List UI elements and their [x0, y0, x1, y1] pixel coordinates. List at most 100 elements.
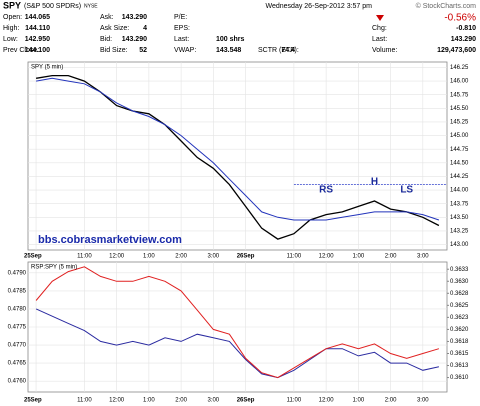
x-tick-label: 25Sep [24, 398, 42, 404]
change-pct: -0.56% [444, 13, 476, 24]
quote-label: High: [3, 25, 19, 32]
y-tick-label: 0.4790 [8, 270, 27, 276]
x-tick-label: 3:00 [207, 398, 219, 404]
y2-tick-label: 0.3623 [450, 315, 469, 321]
price-frame [27, 61, 448, 251]
x-tick-label: 2:00 [175, 254, 187, 260]
series-line [35, 266, 440, 379]
x-tick-label: 1:00 [143, 254, 155, 260]
quote-value: 144.100 [25, 47, 50, 54]
quote-value: 142.950 [25, 36, 50, 43]
x-tick-label: 1:00 [353, 398, 365, 404]
watermark: bbs.cobrasmarketview.com [38, 234, 182, 246]
y-tick-label: 0.4765 [8, 361, 27, 367]
quote-value: 144.065 [25, 14, 50, 21]
x-tick-label: 12:00 [109, 254, 125, 260]
symbol: SPY [3, 0, 21, 10]
y2-tick-label: 0.3620 [450, 327, 469, 333]
quote-label: Prev Close: [3, 47, 39, 54]
y-tick-label: 0.4770 [8, 343, 27, 349]
x-tick-label: 11:00 [77, 398, 92, 404]
down-arrow [376, 15, 384, 21]
x-tick-label: 12:00 [109, 398, 125, 404]
quote-label: Open: [3, 14, 22, 21]
y-tick-label: 145.00 [450, 133, 469, 139]
quote-label: Bid: [100, 36, 112, 43]
quote-value: 143.290 [122, 36, 147, 43]
quote-label: SCTR (ETF): [258, 47, 299, 54]
y-tick-label: 145.50 [450, 106, 469, 112]
x-tick-label: 25Sep [24, 254, 42, 260]
quote-label: VWAP: [174, 47, 196, 54]
y-tick-label: 143.50 [450, 215, 469, 221]
x-tick-label: 1:00 [353, 254, 365, 260]
y-tick-label: 144.25 [450, 174, 469, 180]
quote-label: Chg: [372, 25, 387, 32]
panel-legend: RSP:SPY (5 min) [31, 265, 77, 271]
panel-legend: SPY (5 min) [31, 65, 63, 71]
y2-tick-label: 0.3628 [450, 291, 469, 297]
datetime: Wednesday 26-Sep-2012 3:57 pm [266, 3, 373, 10]
quote-label: Last: [372, 36, 387, 43]
quote-label: EPS: [174, 25, 190, 32]
y2-tick-label: 0.3633 [450, 267, 469, 273]
y2-tick-label: 0.3618 [450, 339, 469, 345]
y-tick-label: 0.4760 [8, 379, 27, 385]
quote-value: 100 shrs [216, 36, 245, 43]
quote-label: Ask: [100, 14, 114, 21]
y-tick-label: 143.00 [450, 242, 469, 248]
y-tick-label: 146.25 [450, 65, 469, 71]
quote-value: 74.4 [281, 47, 295, 54]
y2-tick-label: 0.3630 [450, 279, 469, 285]
x-tick-label: 2:00 [175, 398, 187, 404]
quote-label: Low: [3, 36, 18, 43]
source: © StockCharts.com [416, 2, 477, 10]
annotation: RS [319, 185, 333, 196]
annotation: LS [400, 185, 413, 196]
quote-label: Ask Size: [100, 25, 129, 32]
y-tick-label: 146.00 [450, 79, 469, 85]
quote-label: Bid Size: [100, 47, 128, 54]
quote-value: 143.548 [216, 47, 241, 54]
x-tick-label: 3:00 [207, 254, 219, 260]
exchange: NYSE [84, 3, 98, 9]
x-tick-label: 3:00 [417, 254, 429, 260]
y-tick-label: 145.25 [450, 120, 469, 126]
y-tick-label: 0.4775 [8, 325, 27, 331]
y-tick-label: 144.50 [450, 160, 469, 166]
y-tick-label: 0.4780 [8, 307, 27, 313]
quote-label: Volume: [372, 47, 397, 54]
quote-value: 52 [139, 47, 147, 54]
quote-value: 4 [143, 25, 147, 32]
quote-value: 129,473,600 [437, 47, 476, 54]
quote-value: -0.810 [456, 25, 476, 32]
y-tick-label: 144.00 [450, 188, 469, 194]
x-tick-label: 26Sep [237, 398, 255, 404]
x-tick-label: 12:00 [319, 398, 335, 404]
x-tick-label: 2:00 [385, 254, 397, 260]
quote-label: P/E: [174, 14, 187, 21]
x-tick-label: 11:00 [287, 398, 302, 404]
symbol-name: (S&P 500 SPDRs) [24, 3, 81, 10]
y2-tick-label: 0.3613 [450, 363, 469, 369]
y-tick-label: 143.25 [450, 229, 469, 235]
quote-value: 143.290 [122, 14, 147, 21]
series-line [36, 77, 440, 221]
y2-tick-label: 0.3615 [450, 351, 469, 357]
y-tick-label: 144.75 [450, 147, 469, 153]
x-tick-label: 3:00 [417, 398, 429, 404]
y-tick-label: 0.4785 [8, 288, 27, 294]
quote-value: 143.290 [451, 36, 476, 43]
quote-value: 144.110 [25, 25, 50, 32]
x-tick-label: 26Sep [237, 254, 255, 260]
y2-tick-label: 0.3610 [450, 375, 469, 381]
x-tick-label: 2:00 [385, 398, 397, 404]
y-tick-label: 145.75 [450, 92, 469, 98]
quote-label: Last: [174, 36, 189, 43]
annotation: H [371, 177, 378, 188]
series-line [35, 308, 440, 379]
x-tick-label: 1:00 [143, 398, 155, 404]
x-tick-label: 11:00 [77, 254, 92, 260]
